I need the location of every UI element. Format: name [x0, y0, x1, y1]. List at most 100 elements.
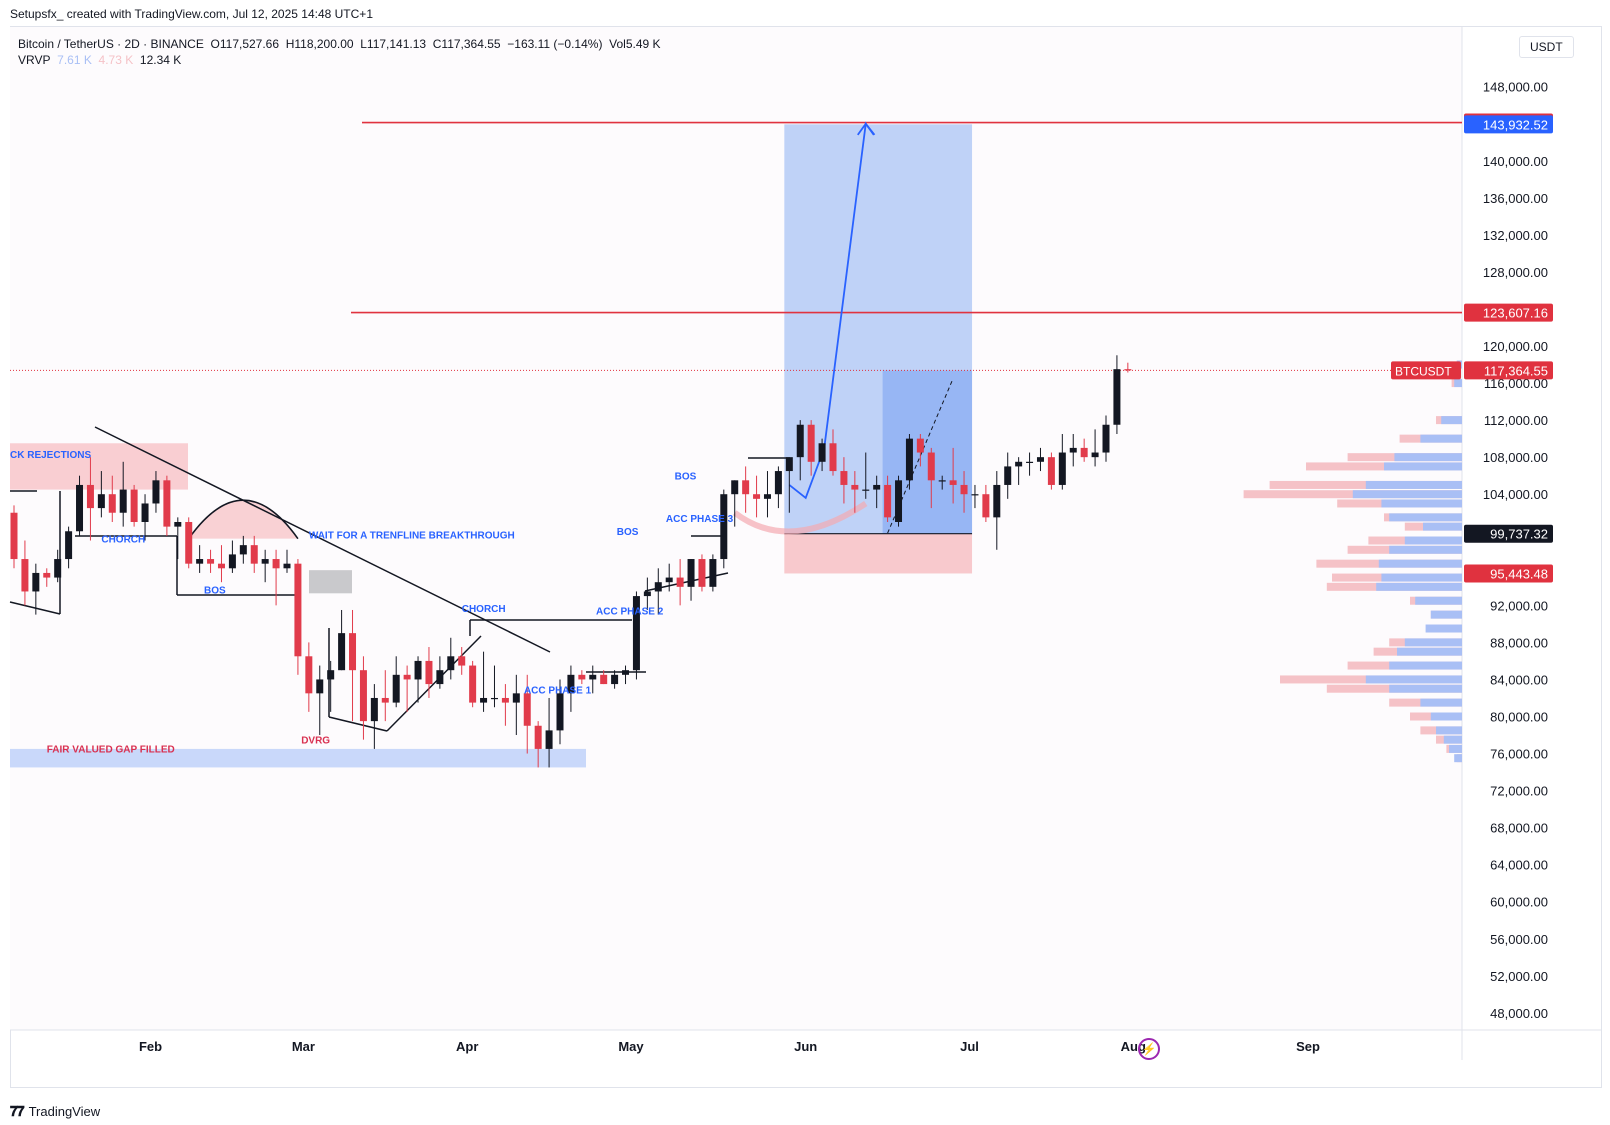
candle-body [753, 494, 761, 499]
trendline [386, 635, 482, 732]
volume-bar-up [1425, 624, 1462, 633]
candle-body [381, 697, 389, 703]
high-label: H [285, 37, 295, 51]
tradingview-logo-icon: 𝟕𝟕 [10, 1103, 25, 1119]
price-tag-label: 123,607.16 [1483, 306, 1548, 321]
candle-body [338, 633, 346, 671]
candle-body [785, 457, 793, 472]
candle-body [425, 660, 433, 685]
candle-body [720, 494, 728, 560]
candle-body [370, 697, 378, 722]
candle-body [217, 563, 225, 569]
candle-body [239, 545, 247, 555]
high-value: 118,200.00 [294, 37, 354, 51]
time-tick-label: Apr [456, 1039, 478, 1054]
candle-body [818, 443, 826, 462]
trendline [94, 426, 551, 653]
lightning-icon[interactable]: ⚡ [1138, 1038, 1160, 1060]
vrvp-total: 12.34 K [139, 53, 182, 67]
trendline [328, 716, 388, 732]
volume-bar-up [1384, 462, 1462, 471]
candle-body [654, 582, 662, 592]
candle-body [1026, 461, 1034, 463]
candle-body [851, 484, 859, 490]
candle-body [1004, 466, 1012, 485]
price-tick-label: 128,000.00 [1483, 265, 1548, 280]
candle-body [993, 484, 1001, 518]
candle-body [359, 670, 367, 722]
candle-body [76, 484, 84, 532]
candle-body [272, 559, 280, 569]
candle-body [643, 591, 651, 597]
candle-body [840, 471, 848, 485]
volume-bar-up [1423, 522, 1462, 531]
candle-body [632, 596, 640, 671]
price-tick-label: 116,000.00 [1484, 376, 1548, 391]
vrvp-label[interactable]: VRVP [18, 53, 51, 67]
volume-bar-up [1430, 712, 1462, 721]
volume-bar-up [1389, 513, 1462, 522]
candle-body [261, 559, 269, 564]
candle-body [43, 572, 51, 578]
annotation-label: ACC PHASE 1 [524, 685, 592, 696]
price-chart[interactable]: CK REJECTIONS CHORCH BOS WAIT FOR A TRENFLI… [0, 0, 1610, 1100]
currency-selector[interactable]: USDT [1519, 36, 1574, 58]
vrvp-up: 7.61 K [57, 53, 92, 67]
candle-body [927, 452, 935, 481]
annotation-label: CK REJECTIONS [10, 450, 91, 461]
volume-bar-up [1381, 573, 1462, 582]
candle-body [1080, 447, 1088, 458]
volume-bar-up [1378, 559, 1462, 568]
candle-body [534, 725, 542, 749]
candle-body [556, 693, 564, 731]
current-price-tag-label: 117,364.55 [1484, 363, 1548, 378]
candle-body [130, 489, 138, 522]
candle-body [807, 424, 815, 462]
candle-body [21, 559, 29, 592]
candle-body [1036, 457, 1044, 462]
candle-body [283, 563, 291, 569]
change-value: −163.11 (−0.14%) [507, 37, 603, 51]
candle-body [228, 554, 236, 569]
candle-body [152, 480, 160, 504]
candle-body [523, 693, 531, 726]
footer-brand: 𝟕𝟕 TradingView [10, 1103, 100, 1120]
candle-body [316, 679, 324, 694]
candle-body [414, 660, 422, 680]
volume-bar-up [1365, 480, 1462, 489]
price-tick-label: 120,000.00 [1483, 339, 1548, 354]
candle-body [731, 480, 739, 495]
candle-body [512, 693, 520, 703]
annotation-label: CHORCH [462, 604, 506, 615]
candle-body [392, 674, 400, 703]
price-tag-background [1464, 303, 1553, 322]
low-value: 117,141.13 [366, 37, 427, 51]
author-line: Setupsfx_ created with TradingView.com, … [10, 7, 373, 21]
candle-body [141, 503, 149, 522]
volume-bar-up [1454, 754, 1462, 763]
price-tag-background [1464, 564, 1553, 583]
candle-body [54, 559, 62, 578]
volume-bar-up [1389, 661, 1462, 670]
gap-zone-grey [309, 570, 352, 594]
symbol-legend: Bitcoin / TetherUS · 2D · BINANCE O117,5… [18, 36, 661, 68]
candle-body [742, 480, 750, 495]
volume-bar-up [1389, 545, 1462, 554]
candle-body [436, 670, 444, 685]
symbol-title[interactable]: Bitcoin / TetherUS · 2D · BINANCE [18, 37, 204, 51]
annotation-label: BOS [204, 585, 226, 596]
candle-body [163, 480, 171, 527]
candle-body [971, 494, 979, 496]
candle-body [1091, 452, 1099, 458]
price-tick-label: 48,000.00 [1490, 1006, 1548, 1021]
annotation-label: BOS [675, 471, 697, 482]
volume-bar-up [1436, 726, 1462, 735]
price-tick-label: 88,000.00 [1490, 635, 1548, 650]
volume-bar-up [1441, 416, 1462, 425]
volume-bar-up [1415, 596, 1462, 605]
candle-body [600, 674, 608, 685]
candle-body [774, 471, 782, 495]
price-tick-label: 104,000.00 [1483, 487, 1548, 502]
candle-body [480, 697, 488, 703]
candle-body [698, 559, 706, 587]
